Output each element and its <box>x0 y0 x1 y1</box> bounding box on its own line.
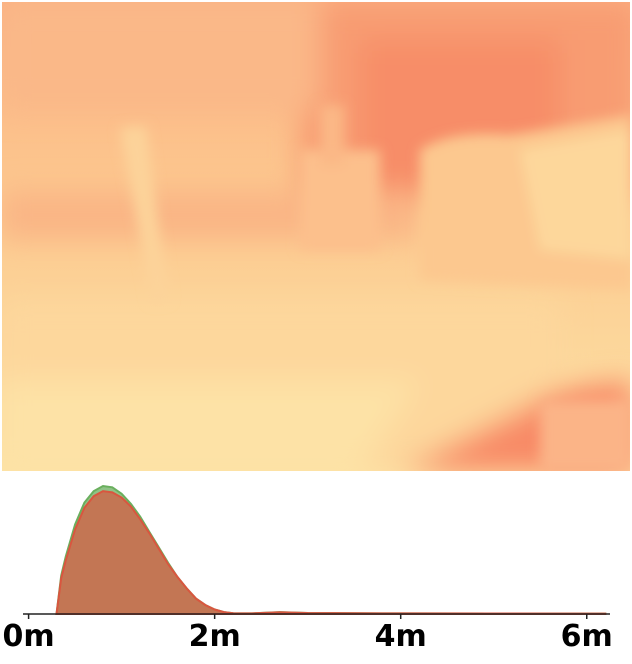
depth-map <box>2 2 630 471</box>
center-object <box>300 150 380 250</box>
right-object-near <box>520 130 630 260</box>
far-region-top-left <box>2 2 320 110</box>
pole-object <box>120 126 168 302</box>
center-object-top <box>320 105 344 165</box>
nearest-floor <box>2 380 420 471</box>
depth-histogram <box>55 484 607 615</box>
x-axis-ticks: 0m 2m 4m 6m <box>3 614 613 654</box>
x-tick-label: 2m <box>189 619 241 654</box>
histogram-series-2 <box>55 490 607 615</box>
x-tick-label: 6m <box>561 619 613 654</box>
bottom-right-object <box>540 400 630 471</box>
x-tick-label: 4m <box>375 619 427 654</box>
x-tick-label: 0m <box>3 619 55 654</box>
